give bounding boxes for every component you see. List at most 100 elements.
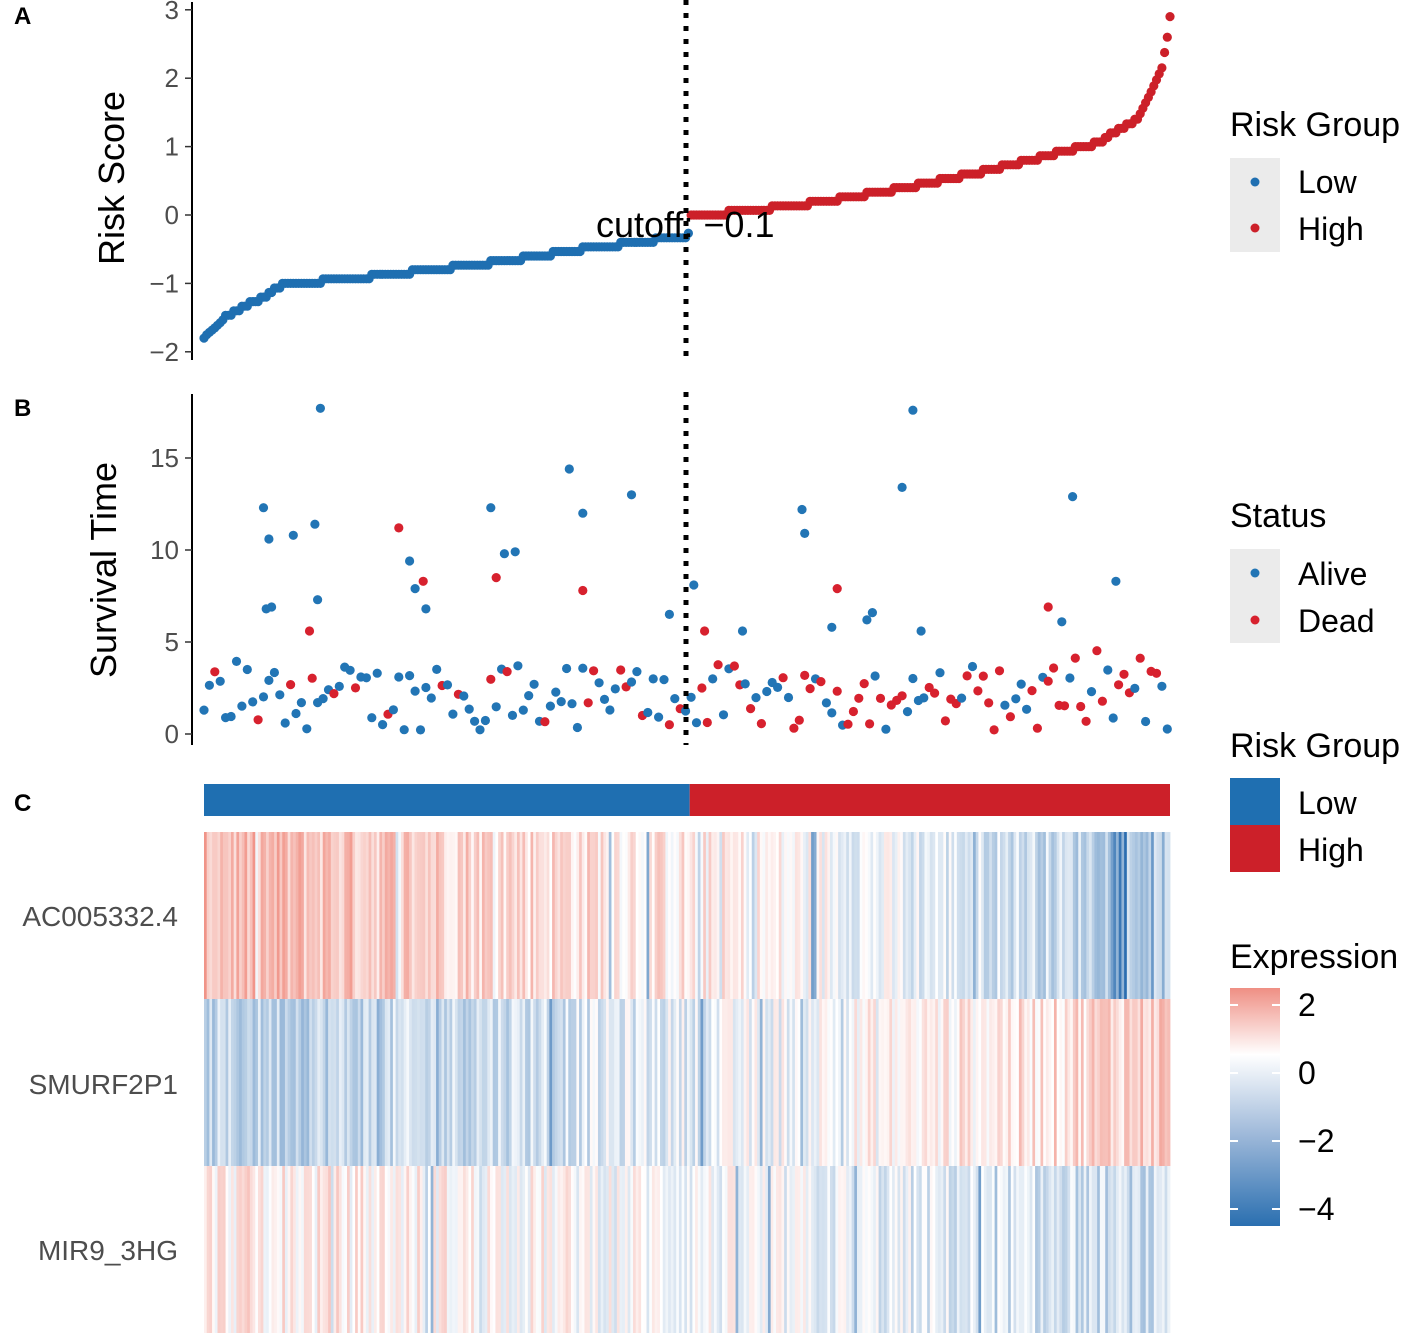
- legend-high-label-c: High: [1298, 832, 1364, 868]
- heatmap-cell: [460, 1166, 464, 1333]
- heatmap-cell: [789, 1166, 793, 1333]
- heatmap-cell: [446, 999, 450, 1166]
- heatmap-cell: [204, 832, 208, 999]
- heatmap-cell: [776, 999, 780, 1166]
- heatmap-cell: [309, 1166, 313, 1333]
- heatmap-cell: [263, 1166, 267, 1333]
- heatmap-cell: [284, 999, 289, 1166]
- heatmap-cell: [433, 832, 437, 999]
- heatmap-cell: [738, 1166, 742, 1333]
- survival-point: [499, 549, 509, 559]
- heatmap-cell: [419, 832, 423, 999]
- heatmap-cell: [517, 1166, 521, 1333]
- heatmap-cell: [643, 832, 647, 999]
- heatmap-cell: [856, 832, 861, 999]
- heatmap-cell: [1151, 1166, 1155, 1333]
- survival-point: [1000, 700, 1010, 710]
- heatmap-cell: [762, 1166, 766, 1333]
- heatmap-cell: [713, 832, 718, 999]
- heatmap-cell: [349, 832, 353, 999]
- heatmap-cell: [1140, 832, 1144, 999]
- heatmap-cell: [562, 832, 566, 999]
- survival-point: [415, 725, 426, 735]
- heatmap-cell: [384, 832, 388, 999]
- heatmap-cell: [546, 832, 550, 999]
- heatmap-cell: [236, 999, 240, 1166]
- heatmap-cell: [562, 999, 566, 1166]
- heatmap-cell: [687, 1166, 691, 1333]
- heatmap-cell: [902, 832, 906, 999]
- heatmap-cell: [552, 999, 556, 1166]
- heatmap-cell: [468, 832, 472, 999]
- heatmap-cell: [1045, 832, 1049, 999]
- survival-point: [510, 547, 520, 557]
- heatmap-cell: [284, 1166, 289, 1333]
- heatmap-cell: [862, 999, 866, 1166]
- heatmap-cell: [851, 999, 855, 1166]
- heatmap-cell: [355, 999, 359, 1166]
- heatmap-cell: [303, 832, 307, 999]
- legend-key-bg: [1230, 158, 1280, 252]
- survival-point: [567, 699, 577, 709]
- heatmap-cell: [994, 832, 998, 999]
- heatmap-cell: [1083, 1166, 1087, 1333]
- heatmap-cell: [932, 832, 936, 999]
- heatmap-cell: [600, 832, 604, 999]
- survival-point: [746, 704, 756, 714]
- heatmap-cell: [589, 999, 593, 1166]
- survival-point: [418, 576, 428, 586]
- heatmap-cell: [484, 832, 488, 999]
- heatmap-cell: [573, 832, 577, 999]
- heatmap-cell: [643, 999, 647, 1166]
- survival-point: [329, 689, 339, 699]
- heatmap-cell: [1013, 999, 1017, 1166]
- heatmap-cell: [592, 999, 596, 1166]
- survival-point: [1043, 602, 1053, 612]
- heatmap-cell: [403, 999, 407, 1166]
- heatmap-cell: [484, 999, 488, 1166]
- heatmap-cell: [379, 832, 383, 999]
- risk-score-point: [1162, 32, 1172, 42]
- heatmap-cell: [522, 832, 526, 999]
- heatmap-cell: [1040, 1166, 1044, 1333]
- heatmap-cell: [400, 1166, 405, 1333]
- survival-point: [253, 715, 263, 725]
- heatmap-cell: [465, 832, 469, 999]
- survival-point: [897, 691, 907, 701]
- heatmap-cell: [414, 832, 418, 999]
- heatmap-cell: [905, 999, 909, 1166]
- heatmap-cell: [1118, 832, 1122, 999]
- heatmap-cell: [341, 1166, 345, 1333]
- heatmap-cell: [357, 999, 361, 1166]
- heatmap-cell: [1126, 999, 1130, 1166]
- heatmap-cell: [816, 999, 820, 1166]
- heatmap-cell: [1164, 1166, 1168, 1333]
- survival-point: [378, 720, 388, 730]
- heatmap-cell: [1059, 1166, 1063, 1333]
- heatmap-cell: [554, 1166, 558, 1333]
- heatmap-cell: [454, 999, 459, 1166]
- heatmap-cell: [989, 832, 993, 999]
- heatmap-cell: [1008, 1166, 1012, 1333]
- heatmap-cell: [1064, 999, 1068, 1166]
- heatmap-cell: [382, 1166, 386, 1333]
- heatmap-cell: [956, 1166, 960, 1333]
- survival-point: [470, 716, 480, 726]
- heatmap-cell: [940, 1166, 944, 1333]
- heatmap-cell: [676, 832, 680, 999]
- heatmap-cell: [668, 832, 672, 999]
- survival-point: [789, 723, 799, 733]
- heatmap-cell: [355, 1166, 359, 1333]
- heatmap-cell: [371, 1166, 375, 1333]
- legend-risk-group-a: Risk Group Low High: [1230, 106, 1400, 252]
- survival-point: [729, 661, 740, 671]
- heatmap-cell: [616, 832, 620, 999]
- heatmap-cell: [973, 832, 977, 999]
- heatmap-cell: [293, 1166, 297, 1333]
- survival-point: [1022, 704, 1032, 714]
- heatmap-cell: [746, 999, 750, 1166]
- heatmap-cell: [430, 1166, 434, 1333]
- heatmap-cell: [276, 999, 280, 1166]
- heatmap-cell: [670, 1166, 674, 1333]
- heatmap-cell: [608, 832, 612, 999]
